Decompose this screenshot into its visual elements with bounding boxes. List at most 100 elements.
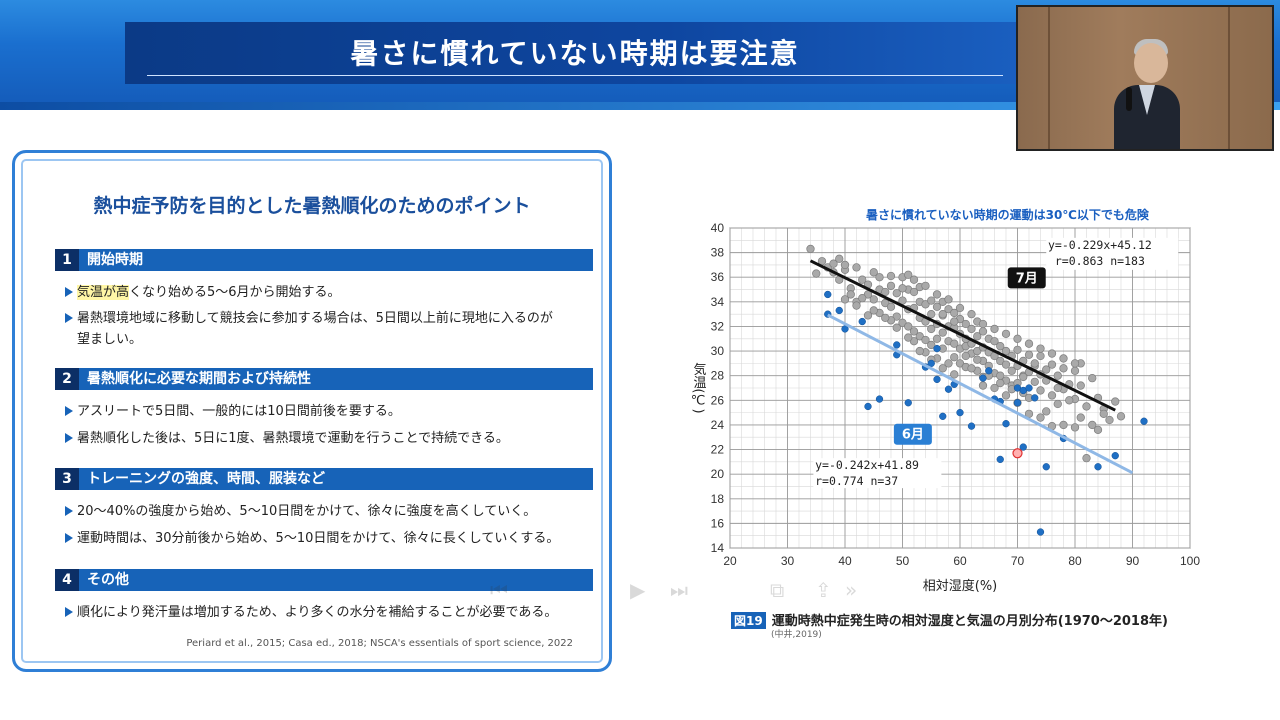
- highlight-point: [1012, 448, 1023, 459]
- july-point: [869, 306, 878, 315]
- july-point: [1024, 350, 1034, 359]
- x-tick-label: 50: [896, 554, 910, 568]
- june-point: [985, 367, 993, 375]
- x-tick-label: 40: [838, 554, 852, 568]
- july-point: [898, 318, 907, 327]
- july-point: [812, 269, 821, 278]
- july-point: [806, 244, 815, 254]
- july-point: [944, 305, 953, 314]
- july-point: [1030, 359, 1039, 368]
- y-tick-label: 36: [711, 270, 725, 284]
- july-label: 7月: [1016, 271, 1038, 286]
- june-point: [824, 290, 832, 299]
- bullet-item: アスリートで5日間、一般的には10日間前後を要する。: [65, 401, 597, 422]
- july-point: [915, 346, 924, 356]
- y-tick-label: 30: [711, 344, 725, 358]
- july-point: [1088, 420, 1097, 430]
- july-point: [829, 259, 838, 268]
- july-point: [955, 359, 965, 368]
- july-point: [950, 339, 959, 348]
- bullet-text: 順化により発汗量は増加するため、より多くの水分を補給することが必要である。: [77, 605, 558, 620]
- y-axis-label: 気温(℃): [691, 362, 707, 414]
- share-icon[interactable]: ⇪: [815, 578, 832, 602]
- july-point: [1099, 409, 1108, 418]
- copy-icon[interactable]: ⧉: [770, 578, 785, 602]
- bullet-text: アスリートで5日間、一般的には10日間前後を要する。: [77, 404, 401, 419]
- july-point: [1030, 377, 1039, 386]
- july-point: [950, 308, 959, 318]
- july-point: [886, 302, 896, 311]
- wall-panel-line: [1228, 7, 1230, 149]
- july-point: [996, 342, 1005, 351]
- presenter-head: [1134, 43, 1168, 83]
- july-point: [996, 378, 1005, 388]
- july-point: [938, 364, 947, 373]
- july-point: [881, 313, 890, 322]
- july-point: [904, 333, 913, 342]
- july-point: [892, 323, 901, 332]
- june-point: [893, 341, 901, 349]
- skip-forward-icon[interactable]: ⏭: [670, 578, 688, 602]
- july-point: [1053, 399, 1062, 409]
- july-point: [921, 300, 930, 309]
- bullet-item: 20〜40%の強度から始め、5〜10日間をかけて、徐々に強度を高くしていく。: [65, 501, 597, 522]
- july-point: [1059, 420, 1068, 430]
- july-point: [990, 337, 999, 346]
- july-point: [1053, 383, 1062, 393]
- x-tick-label: 100: [1180, 554, 1200, 568]
- title-bar: 暑さに慣れていない時期は要注意: [125, 22, 1025, 84]
- figure-caption: 図19 運動時熱中症発生時の相対湿度と気温の月別分布(1970〜2018年): [731, 610, 1168, 629]
- july-point: [990, 324, 999, 334]
- june-point: [979, 374, 987, 382]
- july-point: [938, 310, 947, 319]
- july-point: [1059, 364, 1068, 373]
- july-point: [886, 281, 896, 290]
- y-tick-label: 32: [711, 319, 725, 333]
- july-point: [927, 310, 936, 319]
- june-point: [967, 422, 976, 430]
- y-tick-label: 14: [711, 541, 725, 555]
- july-point: [1070, 366, 1080, 375]
- june-label: 6月: [902, 428, 924, 443]
- july-point: [875, 273, 884, 282]
- june-point: [996, 455, 1004, 464]
- july-point: [1116, 412, 1126, 421]
- july-point: [1036, 386, 1045, 395]
- july-point: [973, 332, 982, 341]
- june-point: [1031, 394, 1039, 402]
- july-point: [1019, 372, 1028, 382]
- section-title: 暑熱順化に必要な期間および持続性: [87, 371, 311, 387]
- july-point: [863, 311, 873, 320]
- section-title: 開始時期: [87, 252, 143, 268]
- july-point: [852, 263, 861, 272]
- july-point: [835, 254, 844, 263]
- title-underline: [147, 75, 1003, 76]
- june-point: [875, 395, 884, 403]
- july-point: [1036, 351, 1045, 361]
- july-point: [1001, 346, 1011, 356]
- y-tick-label: 24: [711, 418, 725, 432]
- july-point: [1076, 413, 1085, 422]
- july-point: [944, 295, 953, 304]
- x-tick-label: 80: [1068, 554, 1082, 568]
- wall-panel-line: [1048, 7, 1050, 149]
- x-tick-label: 90: [1126, 554, 1140, 568]
- section-title: その他: [87, 572, 129, 588]
- july-stats: r=0.863 n=183: [1055, 254, 1145, 268]
- y-tick-label: 20: [711, 467, 725, 481]
- next-icon[interactable]: »: [845, 578, 858, 602]
- bullet-item: 暑熱環境地域に移動して競技会に参加する場合は、5日間以上前に現地に入るのが: [65, 308, 597, 329]
- bullet-text: 望ましい。: [77, 332, 143, 347]
- citation: Periard et al., 2015; Casa ed., 2018; NS…: [186, 638, 573, 649]
- figure-caption-text: 運動時熱中症発生時の相対湿度と気温の月別分布(1970〜2018年): [771, 614, 1168, 629]
- july-point: [1036, 413, 1045, 422]
- bullet-text: くなり始める5〜6月から開始する。: [129, 285, 341, 300]
- play-icon[interactable]: ▶: [630, 578, 646, 602]
- july-point: [1001, 391, 1011, 400]
- skip-back-icon[interactable]: ⏮: [490, 578, 508, 602]
- section-1-bar: 1 開始時期: [55, 249, 593, 271]
- july-point: [840, 295, 850, 304]
- panel-heading: 熱中症予防を目的とした暑熱順化のためのポイント: [93, 195, 531, 217]
- july-point: [927, 296, 936, 305]
- july-point: [1047, 360, 1057, 369]
